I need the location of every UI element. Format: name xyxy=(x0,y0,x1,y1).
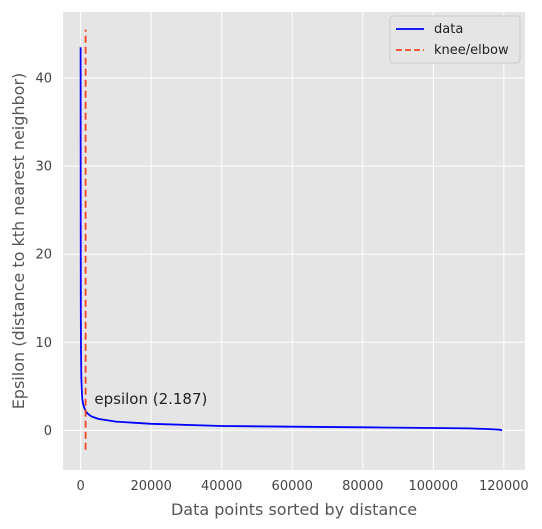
x-tick-label: 60000 xyxy=(272,479,313,494)
legend-label-data: data xyxy=(434,22,463,37)
y-tick-label: 20 xyxy=(35,248,52,263)
x-tick-label: 80000 xyxy=(342,479,383,494)
legend-label-knee: knee/elbow xyxy=(434,43,509,58)
legend-box xyxy=(389,15,521,64)
x-tick-label: 120000 xyxy=(479,479,529,494)
y-tick-labels: 0 10 20 30 40 xyxy=(35,72,52,439)
x-tick-labels: 0 20000 40000 60000 80000 100000 120000 xyxy=(76,479,528,494)
x-tick-label: 100000 xyxy=(408,479,458,494)
epsilon-annotation: epsilon (2.187) xyxy=(94,390,207,408)
grid xyxy=(63,12,525,470)
x-tick-label: 0 xyxy=(76,479,84,494)
x-tick-label: 20000 xyxy=(130,479,171,494)
plot-background xyxy=(63,12,525,470)
legend: data knee/elbow xyxy=(389,15,521,64)
x-axis-label: Data points sorted by distance xyxy=(171,500,417,519)
y-tick-label: 0 xyxy=(44,424,52,439)
x-tick-label: 40000 xyxy=(201,479,242,494)
y-tick-label: 40 xyxy=(35,72,52,87)
series-line-data xyxy=(79,47,503,432)
y-axis-label: Epsilon (distance to kth nearest neighbo… xyxy=(9,73,28,410)
y-tick-label: 10 xyxy=(35,336,52,351)
annotations: epsilon (2.187) xyxy=(94,390,207,408)
y-tick-label: 30 xyxy=(35,160,52,175)
series-layer xyxy=(79,29,503,450)
